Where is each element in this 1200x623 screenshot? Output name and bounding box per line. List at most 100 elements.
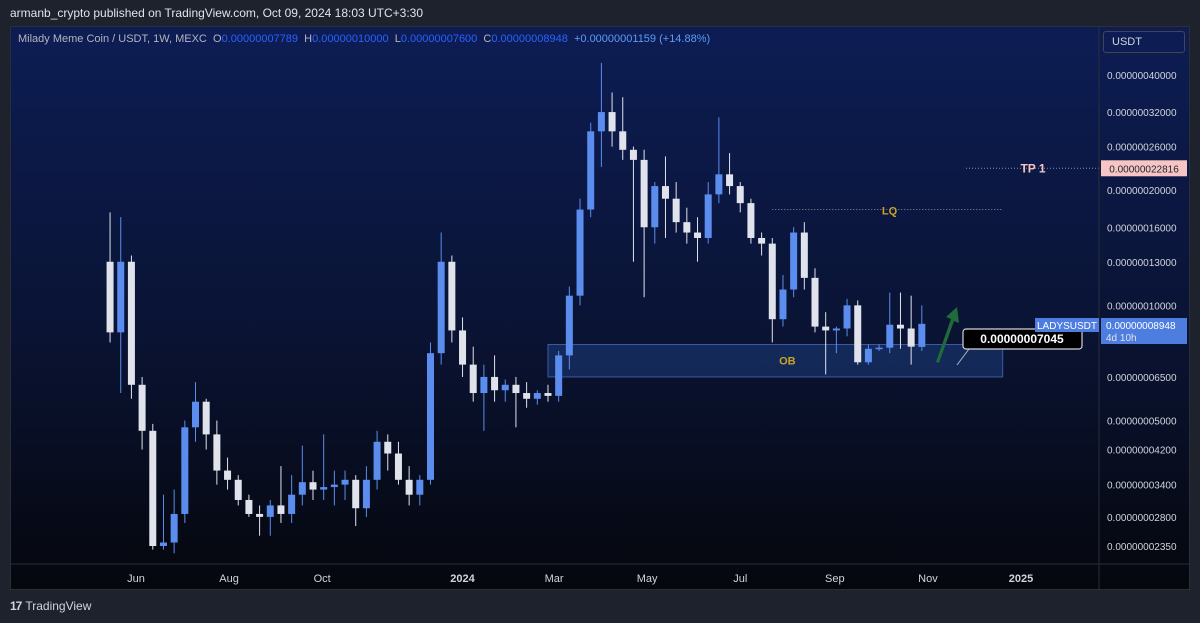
- candle-body: [405, 479, 413, 495]
- candle-body: [437, 261, 445, 354]
- candle-body: [544, 393, 552, 396]
- candle-body: [448, 261, 456, 331]
- price-tick-label: 0.00000006500: [1107, 373, 1177, 384]
- price-tick-label: 0.00000032000: [1107, 108, 1177, 119]
- candle-body: [373, 441, 381, 480]
- candle-body: [661, 186, 669, 199]
- candle-body: [234, 479, 242, 500]
- lq-label: LQ: [882, 206, 898, 218]
- legend-close-label: C: [483, 33, 492, 45]
- time-tick-label: Nov: [918, 573, 938, 585]
- last-symbol-badge: [1035, 318, 1099, 332]
- candle-body: [501, 384, 509, 391]
- time-tick-label: 2025: [1009, 573, 1033, 585]
- candle-body: [800, 232, 808, 278]
- candle-body: [469, 364, 477, 394]
- legend-close-value: 0.00000008948: [491, 33, 568, 45]
- candle-body: [341, 479, 349, 485]
- legend-change: +0.00000001159 (+14.88%): [573, 33, 711, 45]
- candle-body: [555, 355, 563, 396]
- candle-body: [149, 430, 157, 546]
- price-tick-label: 0.00000020000: [1107, 186, 1177, 197]
- time-tick-label: May: [637, 573, 658, 585]
- legend-low-label: L: [394, 33, 401, 45]
- candle-body: [127, 261, 135, 385]
- candle-body: [651, 186, 659, 228]
- currency-label: USDT: [1112, 36, 1142, 48]
- candle-body: [704, 194, 712, 238]
- legend-high-value: 0.00000010000: [312, 33, 389, 45]
- last-symbol: LADYSUSDT: [1037, 321, 1097, 332]
- legend-open-label: O: [213, 33, 222, 45]
- footer: 17 TradingView: [10, 595, 91, 617]
- candle-body: [256, 513, 264, 517]
- ob-zone: [547, 344, 1004, 378]
- candle-body: [384, 441, 392, 454]
- candle-body: [758, 237, 766, 244]
- candle-body: [459, 330, 467, 365]
- price-tick-label: 0.00000013000: [1107, 258, 1177, 269]
- ob-label: OB: [779, 356, 796, 368]
- candle-body: [245, 499, 253, 514]
- candle-body: [811, 277, 819, 327]
- candle-body: [854, 305, 862, 363]
- price-tick-label: 0.00000002800: [1107, 513, 1177, 524]
- candle-body: [523, 393, 531, 399]
- candle-body: [918, 323, 926, 347]
- candle-body: [597, 112, 605, 132]
- price-tick-label: 0.00000040000: [1107, 71, 1177, 82]
- candle-body: [309, 482, 317, 490]
- price-tick-label: 0.00000010000: [1107, 301, 1177, 312]
- candle-body: [576, 209, 584, 296]
- callout-box: [962, 328, 1083, 350]
- candle-body: [181, 427, 189, 514]
- candle-body: [480, 376, 488, 394]
- publish-header: armanb_crypto published on TradingView.c…: [0, 0, 1200, 26]
- candle-body: [416, 479, 424, 495]
- price-tick-label: 0.00000026000: [1107, 143, 1177, 154]
- candle-body: [426, 353, 434, 480]
- tp-price: 0.00000022816: [1109, 164, 1179, 175]
- candle-body: [629, 149, 637, 160]
- symbol-legend: Milady Meme Coin / USDT, 1W, MEXC O 0.000…: [18, 33, 710, 45]
- candle-body: [330, 484, 338, 488]
- price-tick-label: 0.00000003400: [1107, 481, 1177, 492]
- candle-body: [533, 393, 541, 399]
- candle-body: [170, 513, 178, 543]
- candle-body: [736, 186, 744, 204]
- time-tick-label: Aug: [219, 573, 239, 585]
- candle-body: [790, 232, 798, 290]
- price-chart[interactable]: OB LQ TP 1 0.00000007045 0.00000040000 0.0000…: [11, 27, 1189, 589]
- candle-body: [619, 131, 627, 150]
- candle-body: [277, 505, 285, 514]
- footer-brand: TradingView: [25, 599, 92, 613]
- last-price-badge: [1101, 318, 1187, 344]
- candle-body: [565, 295, 573, 356]
- candle-body: [266, 505, 274, 517]
- time-tick-label: 2024: [450, 573, 475, 585]
- price-tick-label: 0.00000002350: [1107, 542, 1177, 553]
- candle-body: [224, 470, 232, 480]
- legend-symbol: Milady Meme Coin / USDT, 1W, MEXC: [18, 33, 207, 45]
- currency-button[interactable]: USDT: [1103, 31, 1185, 53]
- candle-body: [843, 305, 851, 329]
- candle-body: [694, 232, 702, 238]
- candle-body: [907, 328, 915, 347]
- candle-body: [715, 174, 723, 195]
- time-tick-label: Jun: [127, 573, 145, 585]
- candle-body: [587, 131, 595, 210]
- time-tick-label: Oct: [314, 573, 331, 585]
- price-tick-label: 0.00000016000: [1107, 223, 1177, 234]
- candle-body: [768, 243, 776, 320]
- candle-body: [106, 261, 114, 333]
- candle-body: [640, 159, 648, 228]
- callout-price: 0.00000007045: [980, 332, 1064, 346]
- candle-body: [672, 198, 680, 223]
- candle-body: [864, 348, 872, 363]
- price-tick-label: 0.00000005000: [1107, 417, 1177, 428]
- candle-body: [683, 222, 691, 233]
- tp-price-badge: [1101, 160, 1187, 177]
- candle-body: [159, 542, 167, 546]
- chart-area[interactable]: OB LQ TP 1 0.00000007045 0.00000040000 0.0000…: [10, 26, 1190, 590]
- candle-body: [288, 494, 296, 514]
